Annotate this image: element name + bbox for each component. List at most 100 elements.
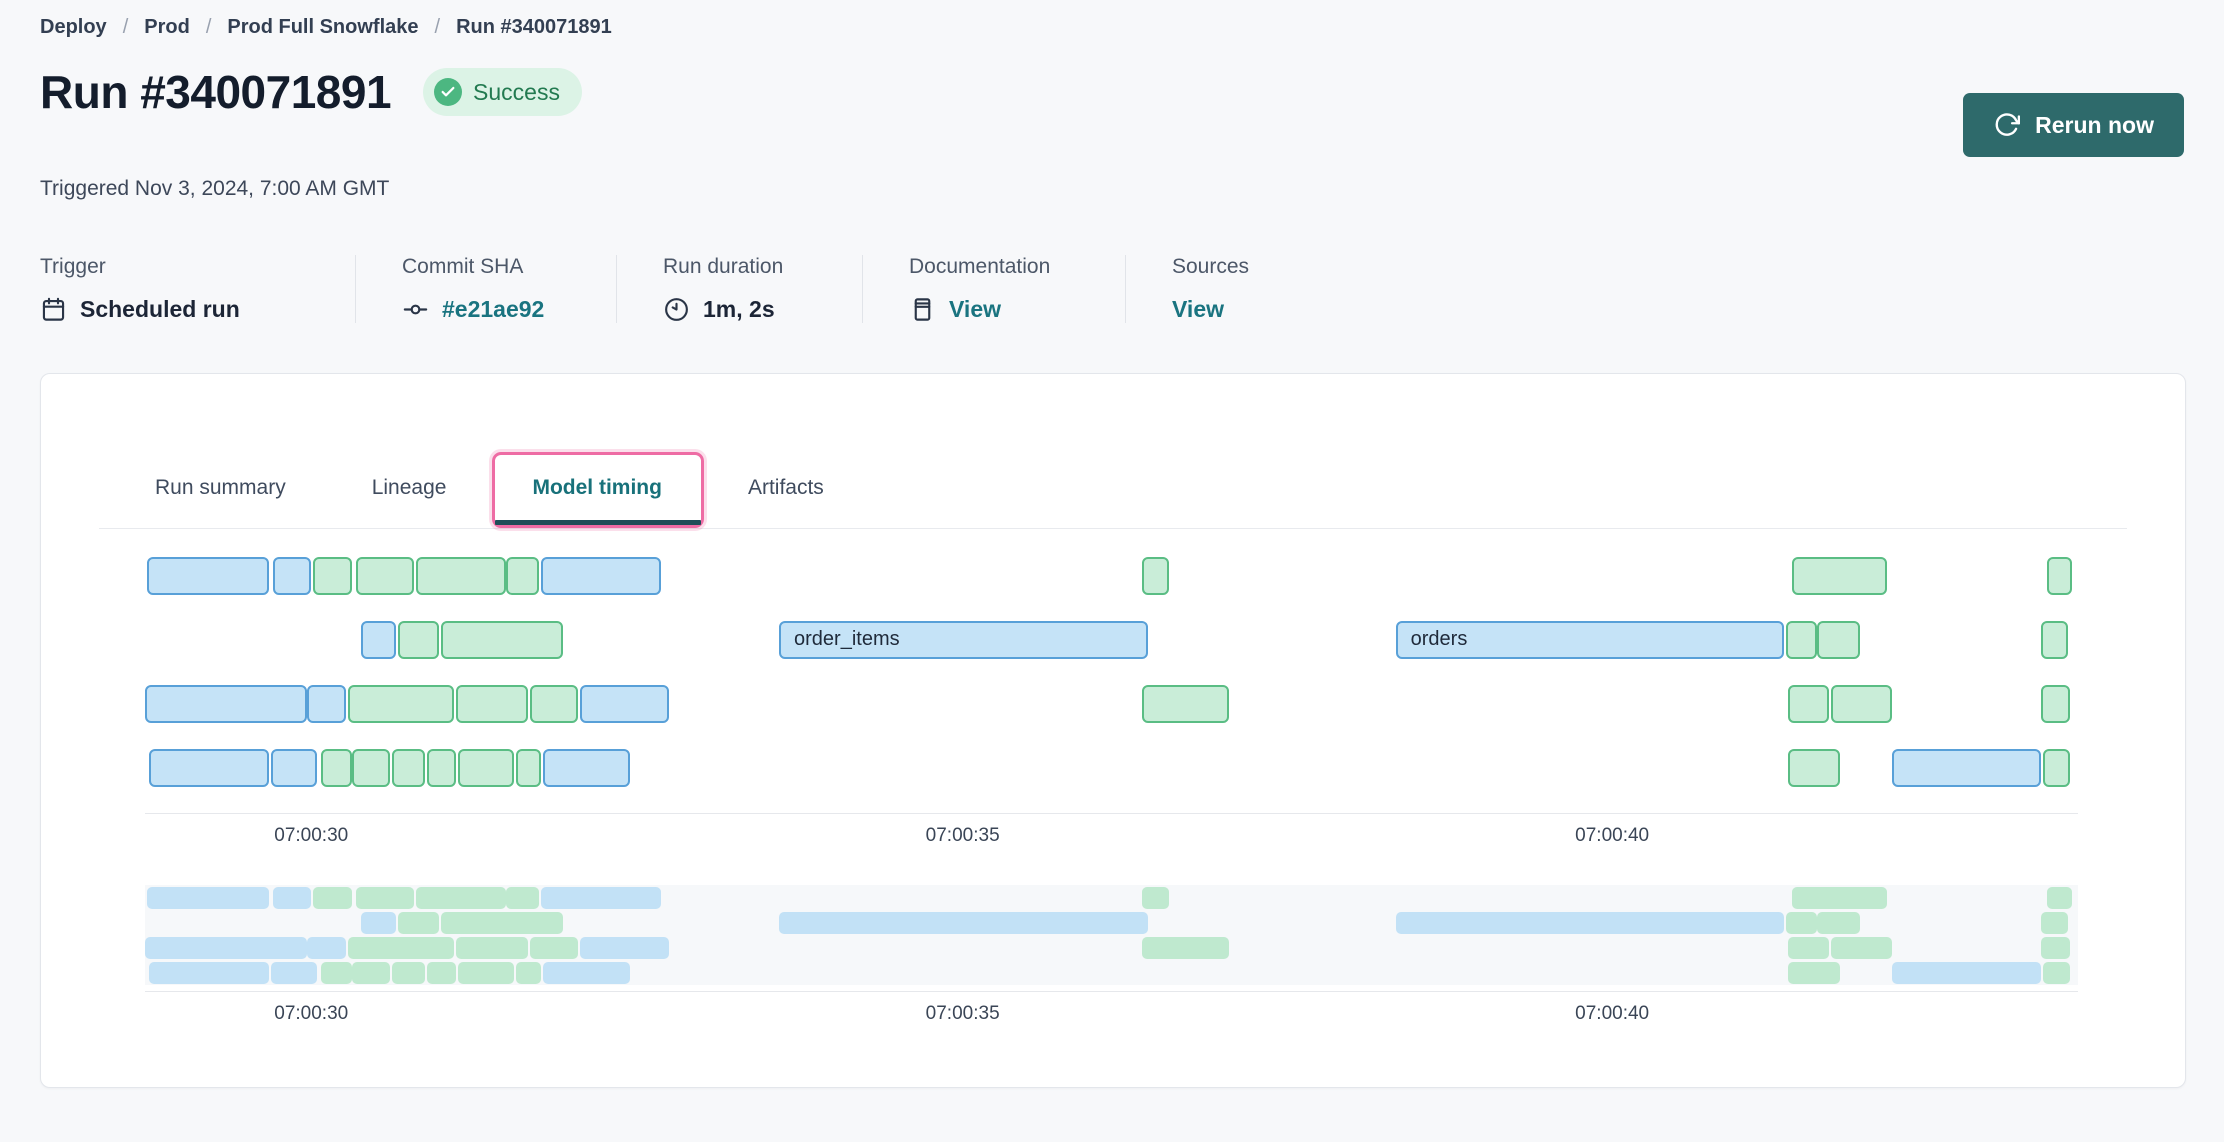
model-bar-orders[interactable]: orders [1395, 621, 1785, 659]
model-bar [2047, 887, 2073, 909]
model-bar[interactable] [347, 685, 455, 723]
model-bar [415, 887, 507, 909]
model-bar [516, 962, 542, 984]
model-timing-chart: order_items orders 07:00:30 07:00:35 07:00:… [145, 557, 2078, 1039]
tab-run-summary[interactable]: Run summary [155, 476, 286, 499]
model-bar[interactable] [506, 557, 540, 595]
model-bar[interactable] [1817, 621, 1860, 659]
sources-view-link[interactable]: View [1172, 296, 1224, 322]
refresh-icon [1993, 112, 2021, 139]
model-bar[interactable] [145, 685, 308, 723]
axis-tick-label: 07:00:40 [1575, 825, 1650, 846]
axis-tick-label: 07:00:30 [274, 825, 349, 846]
model-bar[interactable] [2041, 685, 2071, 723]
model-bar [320, 962, 352, 984]
model-bar[interactable] [361, 621, 397, 659]
timeline-row [145, 937, 2078, 959]
model-bar[interactable] [351, 749, 391, 787]
run-detail-page: Deploy / Prod / Prod Full Snowflake / Ru… [40, 16, 2186, 1088]
model-bar [347, 937, 455, 959]
model-bar[interactable] [272, 557, 312, 595]
tab-lineage[interactable]: Lineage [371, 476, 447, 499]
axis-tick-label: 07:00:35 [925, 1003, 1000, 1024]
model-bar[interactable] [2047, 557, 2073, 595]
model-bar [272, 887, 312, 909]
tab-model-timing[interactable]: Model timing [492, 452, 704, 528]
meta-label: Documentation [909, 255, 1051, 278]
model-bar [1142, 937, 1230, 959]
meta-label: Trigger [40, 255, 106, 278]
model-bar[interactable] [307, 685, 347, 723]
model-bar [2041, 937, 2071, 959]
meta-value-text: 1m, 2s [703, 296, 775, 322]
model-bar[interactable] [579, 685, 669, 723]
model-bar[interactable] [456, 685, 528, 723]
model-bar [1142, 887, 1170, 909]
model-bar[interactable] [355, 557, 414, 595]
model-bar [2043, 962, 2071, 984]
meta-run-duration: Run duration 1m, 2s [617, 255, 863, 323]
model-bar [458, 962, 515, 984]
breadcrumb-job[interactable]: Prod Full Snowflake [227, 16, 419, 38]
model-bar[interactable] [1788, 749, 1841, 787]
model-bar[interactable] [1791, 557, 1887, 595]
timeline-row [145, 962, 2078, 984]
meta-commit-sha: Commit SHA #e21ae92 [356, 255, 617, 323]
documentation-view-link[interactable]: View [949, 296, 1001, 322]
model-bar[interactable] [541, 557, 662, 595]
model-bar [1892, 962, 2042, 984]
model-bar [351, 962, 391, 984]
model-bar[interactable] [458, 749, 515, 787]
status-label: Success [473, 78, 560, 105]
model-bar[interactable] [1786, 621, 1818, 659]
run-metadata: Trigger Scheduled run Commit SHA #e21ae9… [40, 255, 2184, 323]
rerun-now-label: Rerun now [2035, 111, 2154, 138]
tab-artifacts[interactable]: Artifacts [747, 476, 824, 499]
model-bar [529, 937, 578, 959]
model-bar[interactable] [2043, 749, 2071, 787]
model-bar[interactable] [148, 749, 269, 787]
model-bar[interactable] [146, 557, 269, 595]
model-bar[interactable] [440, 621, 563, 659]
rerun-now-button[interactable]: Rerun now [1963, 93, 2184, 157]
model-bar [1830, 937, 1893, 959]
model-bar[interactable] [398, 621, 439, 659]
model-bar [1788, 962, 1841, 984]
model-bar [270, 962, 318, 984]
model-bar[interactable] [313, 557, 352, 595]
model-bar[interactable] [1830, 685, 1893, 723]
minimap-time-axis: 07:00:30 07:00:35 07:00:40 [145, 991, 2078, 1039]
model-bar [307, 937, 347, 959]
model-bar[interactable] [427, 749, 457, 787]
tab-divider [99, 528, 2127, 529]
commit-sha-link[interactable]: #e21ae92 [442, 296, 545, 322]
timeline-row [145, 887, 2078, 909]
timeline-row [145, 912, 2078, 934]
timeline-row [145, 685, 2078, 723]
breadcrumb-deploy[interactable]: Deploy [40, 16, 107, 38]
model-bar [579, 937, 669, 959]
model-bar[interactable] [392, 749, 426, 787]
header: Run #340071891 Success Rerun now [40, 65, 2184, 157]
model-bar [146, 887, 269, 909]
model-bar[interactable] [1142, 557, 1170, 595]
model-bar[interactable] [1142, 685, 1230, 723]
run-detail-card: Run summary Lineage Model timing Artifac… [40, 373, 2186, 1088]
model-bar[interactable] [529, 685, 578, 723]
model-bar-order_items [779, 912, 1149, 934]
model-bar[interactable] [543, 749, 631, 787]
model-bar[interactable] [320, 749, 352, 787]
model-bar[interactable] [516, 749, 542, 787]
model-bar[interactable] [270, 749, 318, 787]
timeline-minimap-brush[interactable] [145, 885, 2078, 985]
model-bar[interactable] [1788, 685, 1829, 723]
model-bar[interactable] [415, 557, 507, 595]
breadcrumb-prod[interactable]: Prod [144, 16, 190, 38]
model-bar [1817, 912, 1860, 934]
timeline-row [145, 557, 2078, 595]
page-title: Run #340071891 [40, 66, 392, 118]
model-bar-order_items[interactable]: order_items [779, 621, 1149, 659]
model-bar[interactable] [2041, 621, 2069, 659]
model-bar[interactable] [1892, 749, 2042, 787]
axis-tick-label: 07:00:35 [925, 825, 1000, 846]
